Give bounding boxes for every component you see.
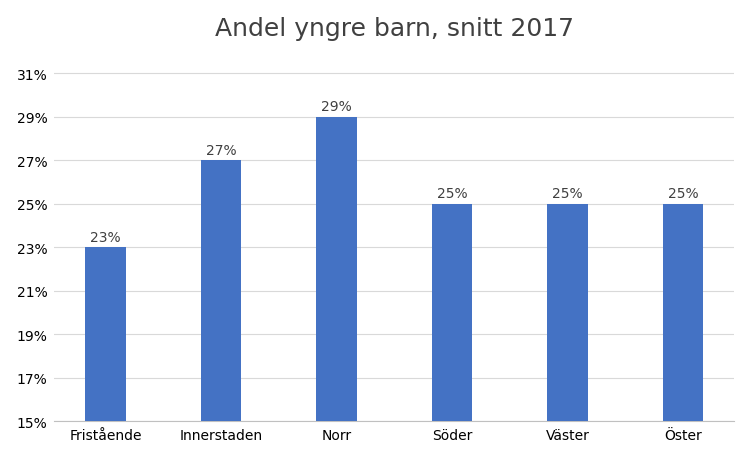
Text: 25%: 25%: [668, 187, 698, 201]
Bar: [316, 118, 357, 459]
Bar: [432, 204, 472, 459]
Title: Andel yngre barn, snitt 2017: Andel yngre barn, snitt 2017: [215, 17, 574, 40]
Text: 23%: 23%: [90, 230, 121, 245]
Bar: [547, 204, 588, 459]
Bar: [86, 248, 126, 459]
Bar: [201, 161, 241, 459]
Text: 25%: 25%: [437, 187, 467, 201]
Text: 29%: 29%: [321, 100, 352, 114]
Bar: [663, 204, 704, 459]
Text: 25%: 25%: [553, 187, 583, 201]
Text: 27%: 27%: [206, 144, 237, 157]
